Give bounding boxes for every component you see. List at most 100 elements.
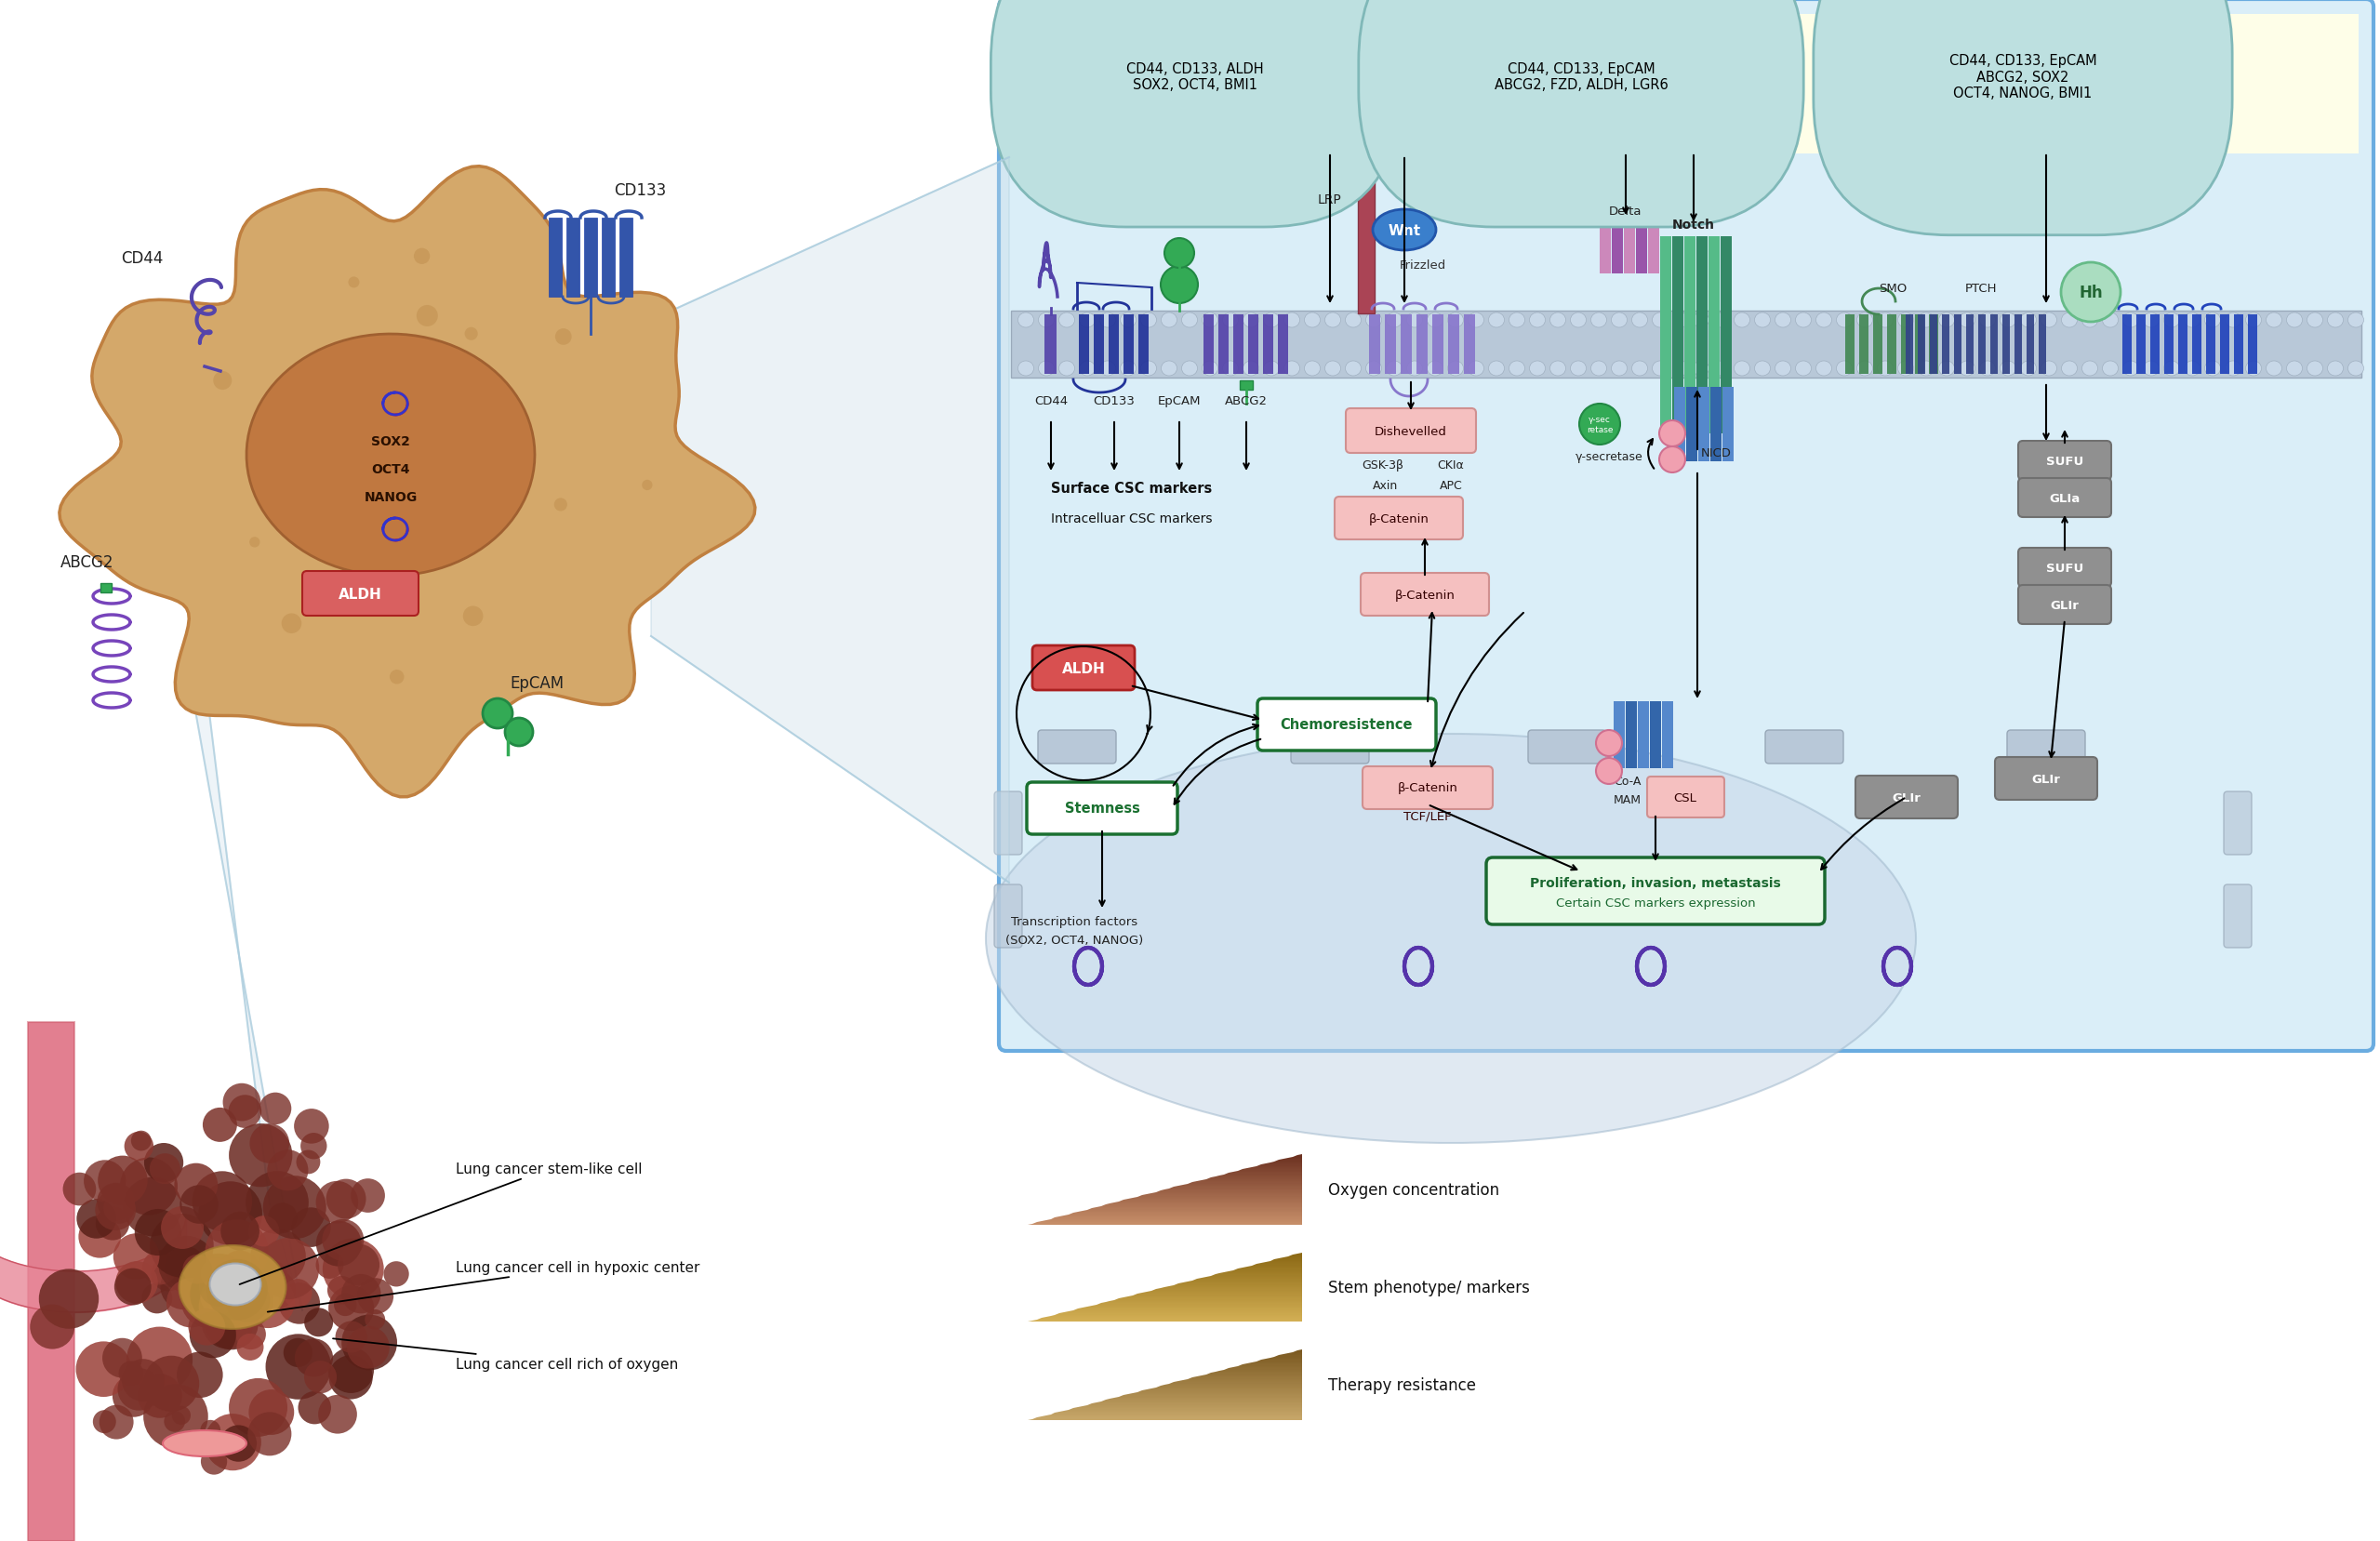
Ellipse shape — [1264, 313, 1280, 328]
Ellipse shape — [1714, 313, 1730, 328]
Bar — [1637, 701, 1649, 769]
Bar — [1385, 314, 1397, 374]
Ellipse shape — [2144, 362, 2159, 376]
Ellipse shape — [1345, 362, 1361, 376]
Circle shape — [95, 1207, 129, 1241]
Circle shape — [131, 1131, 152, 1151]
Ellipse shape — [1385, 313, 1402, 328]
Text: γ-sec
retase: γ-sec retase — [1587, 416, 1614, 433]
Ellipse shape — [2082, 362, 2097, 376]
Bar — [2178, 314, 2187, 374]
Ellipse shape — [1999, 362, 2016, 376]
Ellipse shape — [2247, 362, 2261, 376]
FancyBboxPatch shape — [1290, 730, 1368, 764]
Circle shape — [207, 1259, 267, 1321]
Bar — [1045, 314, 1057, 374]
Bar — [619, 219, 633, 297]
Circle shape — [117, 1262, 157, 1304]
Bar — [1635, 223, 1647, 274]
Circle shape — [250, 1228, 307, 1284]
Bar — [1264, 314, 1273, 374]
Bar — [1990, 314, 1997, 374]
Text: Hh: Hh — [2078, 285, 2102, 300]
Circle shape — [205, 1277, 243, 1318]
Bar — [1699, 388, 1709, 462]
FancyBboxPatch shape — [1000, 0, 2373, 1051]
Circle shape — [364, 1310, 386, 1330]
Circle shape — [321, 1219, 364, 1261]
Bar — [1599, 223, 1611, 274]
Circle shape — [76, 1199, 117, 1239]
Text: β-Catenin: β-Catenin — [1368, 513, 1428, 524]
Bar — [1233, 314, 1242, 374]
Polygon shape — [195, 599, 302, 1310]
Ellipse shape — [1059, 362, 1076, 376]
Ellipse shape — [1837, 362, 1852, 376]
Circle shape — [250, 538, 259, 549]
Bar — [1240, 381, 1252, 390]
Ellipse shape — [1775, 362, 1790, 376]
Circle shape — [290, 1208, 331, 1247]
Bar — [1247, 314, 1259, 374]
Bar — [2028, 314, 2035, 374]
Ellipse shape — [1180, 362, 1197, 376]
Circle shape — [248, 1412, 290, 1456]
Ellipse shape — [1652, 362, 1668, 376]
Circle shape — [1580, 404, 1621, 445]
Ellipse shape — [1038, 362, 1054, 376]
Ellipse shape — [1264, 362, 1280, 376]
Circle shape — [193, 1261, 226, 1293]
Polygon shape — [652, 159, 1009, 883]
Polygon shape — [60, 166, 754, 797]
Bar — [1673, 237, 1683, 435]
Text: Oxygen concentration: Oxygen concentration — [1328, 1182, 1499, 1197]
Ellipse shape — [1571, 362, 1585, 376]
Ellipse shape — [1326, 362, 1340, 376]
Ellipse shape — [2306, 313, 2323, 328]
FancyBboxPatch shape — [2018, 479, 2111, 518]
Ellipse shape — [2102, 313, 2118, 328]
Text: SMO: SMO — [1878, 282, 1906, 294]
Circle shape — [171, 1405, 190, 1425]
Circle shape — [1597, 758, 1623, 784]
Circle shape — [198, 1182, 262, 1245]
Ellipse shape — [1140, 362, 1157, 376]
Ellipse shape — [1673, 362, 1687, 376]
FancyBboxPatch shape — [1038, 730, 1116, 764]
Circle shape — [217, 1273, 274, 1330]
Circle shape — [200, 1279, 236, 1316]
Bar — [1723, 388, 1733, 462]
Circle shape — [219, 1425, 257, 1462]
Bar — [1647, 223, 1659, 274]
Ellipse shape — [2328, 362, 2344, 376]
Ellipse shape — [1100, 362, 1116, 376]
Circle shape — [176, 1351, 224, 1398]
Ellipse shape — [1549, 362, 1566, 376]
Circle shape — [357, 1277, 393, 1314]
Ellipse shape — [1509, 362, 1526, 376]
Ellipse shape — [1999, 313, 2016, 328]
FancyBboxPatch shape — [2018, 441, 2111, 481]
Text: Lung cancer stem-like cell: Lung cancer stem-like cell — [240, 1162, 643, 1285]
Ellipse shape — [2349, 313, 2363, 328]
Circle shape — [205, 1219, 269, 1282]
Bar — [1918, 314, 1925, 374]
Circle shape — [102, 1338, 143, 1378]
Ellipse shape — [2021, 313, 2037, 328]
Bar — [2013, 314, 2023, 374]
Circle shape — [328, 1276, 357, 1305]
Ellipse shape — [1242, 362, 1259, 376]
Circle shape — [262, 1176, 326, 1239]
Circle shape — [200, 1257, 231, 1288]
Ellipse shape — [2185, 313, 2199, 328]
Circle shape — [414, 248, 431, 265]
Ellipse shape — [2266, 362, 2282, 376]
Bar — [1906, 314, 1914, 374]
Text: NANOG: NANOG — [364, 490, 416, 504]
Circle shape — [295, 1339, 333, 1378]
Circle shape — [167, 1277, 217, 1328]
FancyBboxPatch shape — [1335, 498, 1464, 539]
Text: SOX2: SOX2 — [371, 435, 409, 448]
Bar — [1902, 314, 1911, 374]
Ellipse shape — [1373, 210, 1435, 251]
